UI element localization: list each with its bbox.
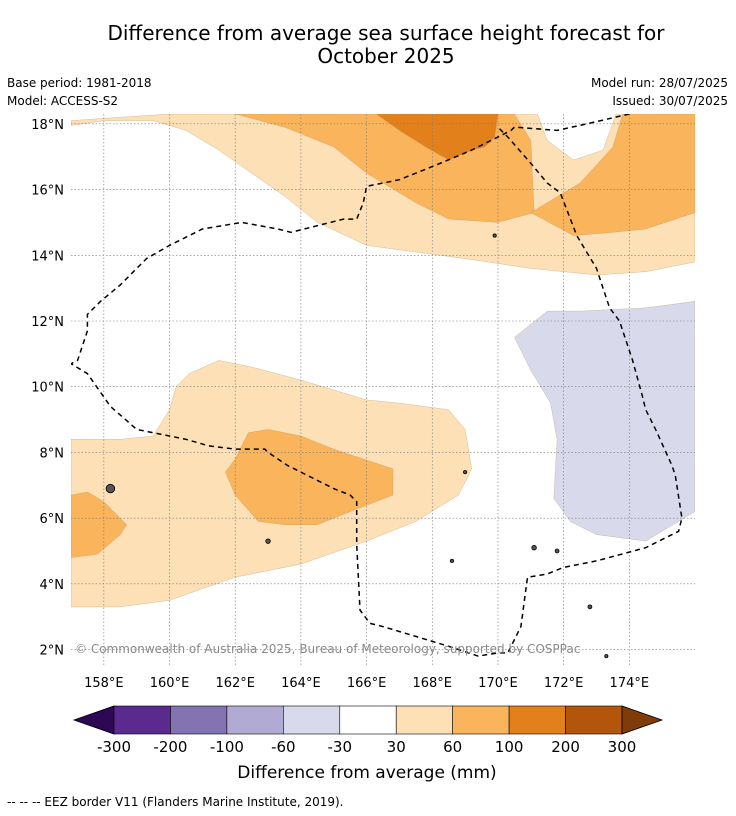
colorbar-bin-1 (170, 705, 228, 735)
x-tick-label-3: 164°E (281, 676, 321, 691)
islands-layer (105, 233, 609, 659)
colorbar-bin-8 (565, 705, 623, 735)
gridlines (71, 114, 695, 666)
meta-left: Base period: 1981-2018 Model: ACCESS-S2 (7, 74, 152, 110)
title-line-2: October 2025 (317, 44, 455, 68)
colorbar-tick-1: -200 (153, 738, 187, 756)
contour-region-5 (71, 491, 128, 558)
x-tick-label-7: 172°E (544, 676, 584, 691)
colorbar-bin-6 (452, 705, 510, 735)
colorbar-tick-7: 100 (495, 738, 524, 756)
y-tick-label-4: 10°N (31, 381, 64, 396)
eez-footnote: -- -- -- EEZ border V11 (Flanders Marine… (7, 795, 344, 809)
colorbar-tick-5: 30 (387, 738, 406, 756)
colorbar-bin-5 (395, 705, 453, 735)
y-tick-label-8: 18°N (31, 118, 64, 133)
y-tick-label-3: 8°N (40, 446, 65, 461)
x-tick-label-0: 158°E (84, 676, 124, 691)
island-8 (492, 233, 497, 238)
y-tick-label-2: 6°N (40, 512, 65, 527)
island-5 (604, 654, 609, 659)
contour-region-7 (514, 301, 695, 542)
base-period: Base period: 1981-2018 (7, 76, 152, 90)
y-tick-label-6: 14°N (31, 249, 64, 264)
y-tick-label-0: 2°N (40, 644, 65, 659)
x-tick-label-4: 166°E (347, 676, 387, 691)
contour-region-3 (530, 114, 695, 236)
colorbar-extend-high (621, 705, 664, 735)
island-6 (449, 558, 455, 563)
island-3 (554, 548, 560, 554)
colorbar-tick-4: -30 (328, 738, 353, 756)
contour-region-0 (71, 114, 695, 276)
x-tick-label-1: 160°E (150, 676, 190, 691)
colorbar-tick-0: -300 (97, 738, 131, 756)
colorbar-tick-2: -100 (210, 738, 244, 756)
y-tick-labels: 2°N 4°N 6°N 8°N 10°N 12°N 14°N 16°N 18°N (31, 118, 64, 659)
chart-title: Difference from average sea surface heig… (36, 22, 736, 68)
colorbar-extend-low (72, 705, 115, 735)
x-tick-labels: 158°E 160°E 162°E 164°E 166°E 168°E 170°E 172°E… (84, 676, 649, 691)
island-1 (265, 538, 271, 544)
y-tick-label-5: 12°N (31, 315, 64, 330)
anomaly-contours (71, 114, 695, 608)
model-name: Model: ACCESS-S2 (7, 94, 119, 108)
island-4 (587, 604, 593, 610)
colorbar-bin-2 (226, 705, 284, 735)
colorbar-tick-6: 60 (443, 738, 462, 756)
issued-date: Issued: 30/07/2025 (612, 94, 728, 108)
map-chart: © Commonwealth of Australia 2025, Bureau… (31, 114, 695, 783)
meta-right: Model run: 28/07/2025 Issued: 30/07/2025 (591, 74, 728, 110)
colorbar-tick-9: 300 (608, 738, 637, 756)
colorbar-tick-3: -60 (271, 738, 296, 756)
colorbar-tick-8: 200 (551, 738, 580, 756)
x-tick-label-2: 162°E (215, 676, 255, 691)
x-tick-label-6: 170°E (478, 676, 518, 691)
model-run: Model run: 28/07/2025 (590, 76, 728, 90)
island-7 (463, 470, 468, 475)
title-line-1: Difference from average sea surface heig… (107, 21, 665, 45)
y-tick-label-1: 4°N (40, 578, 65, 593)
colorbar (72, 705, 664, 735)
island-2 (531, 545, 537, 551)
copyright-notice: © Commonwealth of Australia 2025, Bureau… (75, 642, 580, 656)
colorbar-bin-4 (339, 705, 397, 735)
colorbar-tick-labels: -300 -200 -100 -60 -30 30 60 100 200 300 (97, 738, 636, 756)
colorbar-bin-3 (283, 705, 341, 735)
x-tick-label-8: 174°E (610, 676, 650, 691)
colorbar-bin-0 (113, 705, 171, 735)
x-tick-label-5: 168°E (412, 676, 452, 691)
island-0 (105, 483, 116, 494)
colorbar-label: Difference from average (mm) (237, 763, 496, 783)
colorbar-bin-7 (508, 705, 566, 735)
y-tick-label-7: 16°N (31, 184, 64, 199)
